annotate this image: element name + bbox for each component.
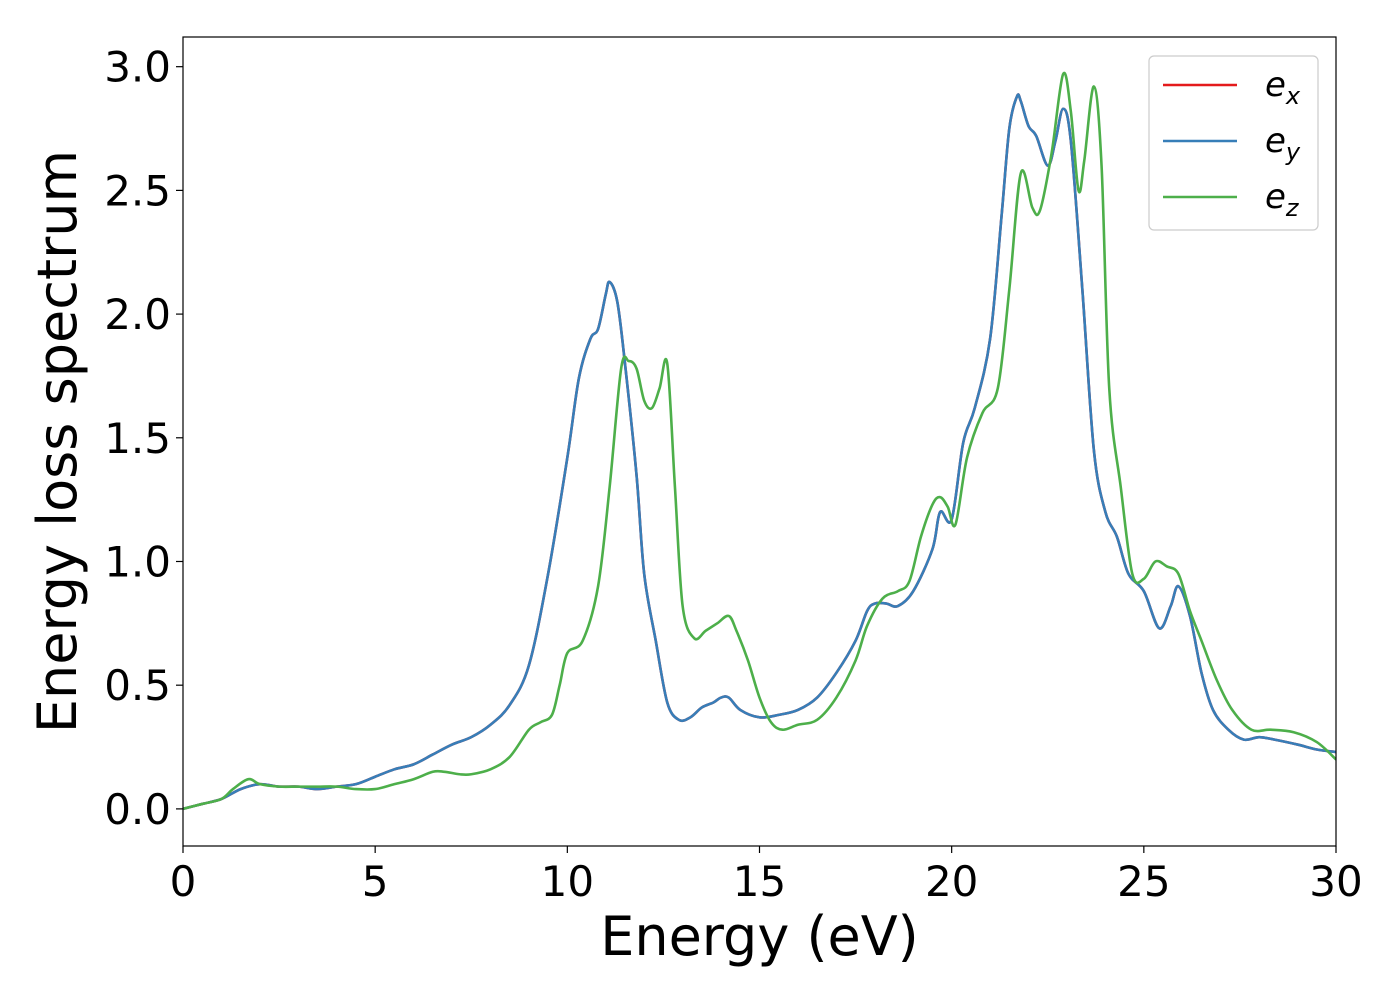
y-tick-label: 1.0 (104, 537, 171, 586)
x-tick-label: 15 (733, 857, 786, 906)
x-tick-label: 5 (362, 857, 389, 906)
x-tick-label: 10 (541, 857, 594, 906)
series-line-z (183, 71, 1336, 811)
legend: ex ey ez (1148, 55, 1319, 231)
x-axis-label: Energy (eV) (600, 905, 919, 968)
y-tick-label: 1.5 (104, 414, 171, 463)
y-axis-label: Energy loss spectrum (26, 150, 89, 733)
x-tick-label: 25 (1117, 857, 1170, 906)
y-tick-label: 2.5 (104, 166, 171, 215)
legend-box (1148, 55, 1319, 231)
legend-label-x: ex (1265, 65, 1301, 110)
x-axis: 0 5 10 15 20 25 30 (170, 846, 1363, 906)
x-tick-label: 20 (925, 857, 978, 906)
y-tick-label: 3.0 (104, 43, 171, 92)
x-tick-label: 0 (170, 857, 197, 906)
plot-area (183, 71, 1336, 811)
y-tick-label: 0.0 (104, 785, 171, 834)
y-tick-label: 0.5 (104, 661, 171, 710)
legend-label-y: ey (1265, 121, 1301, 166)
y-axis: 0.0 0.5 1.0 1.5 2.0 2.5 3.0 (104, 43, 183, 834)
series-line-y (183, 93, 1336, 811)
legend-label-z: ez (1265, 177, 1300, 222)
x-tick-label: 30 (1309, 857, 1362, 906)
y-tick-label: 2.0 (104, 290, 171, 339)
